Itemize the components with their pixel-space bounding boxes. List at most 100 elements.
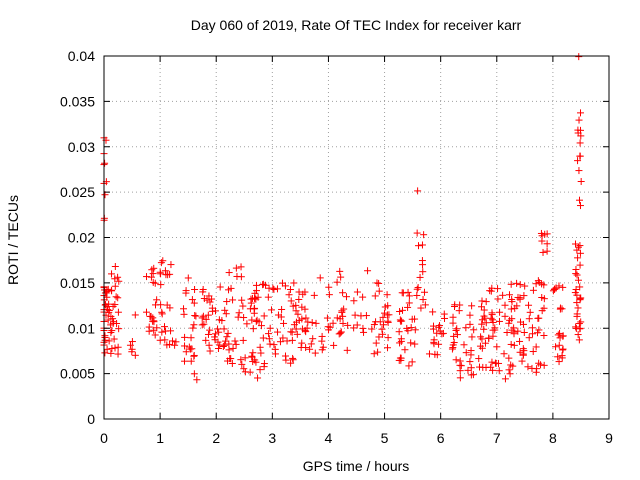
data-point (518, 357, 526, 365)
data-point (206, 347, 214, 355)
chart-title: Day 060 of 2019, Rate Of TEC Index for r… (191, 17, 522, 33)
data-point (115, 325, 123, 333)
data-point (414, 187, 422, 195)
data-point (495, 317, 503, 325)
data-point (108, 345, 116, 353)
data-point (467, 347, 475, 355)
data-point (307, 340, 315, 348)
data-point (540, 332, 548, 340)
data-point (184, 274, 192, 282)
data-point (398, 306, 406, 314)
data-point (510, 330, 518, 338)
data-point (469, 371, 477, 379)
data-point (513, 279, 521, 287)
data-point (292, 318, 300, 326)
data-point (105, 306, 113, 314)
data-point (234, 313, 242, 321)
data-point (306, 345, 314, 353)
data-point (516, 281, 524, 289)
data-point (576, 139, 584, 147)
data-point (509, 362, 517, 370)
data-point (169, 337, 177, 345)
data-point (260, 360, 268, 368)
data-point (543, 247, 551, 255)
data-point (238, 296, 246, 304)
data-point (453, 325, 461, 333)
data-point (298, 303, 306, 311)
data-point (500, 350, 508, 358)
data-point (429, 308, 437, 316)
data-point (265, 330, 273, 338)
data-point (192, 312, 200, 320)
data-point (501, 312, 509, 320)
data-point (408, 358, 416, 366)
data-point (491, 324, 499, 332)
data-point (538, 307, 546, 315)
data-point (510, 341, 518, 349)
data-point (232, 340, 240, 348)
data-point (223, 298, 231, 306)
data-point (287, 297, 295, 305)
data-point (111, 344, 119, 352)
data-point (480, 306, 488, 314)
data-point (506, 291, 514, 299)
data-point (421, 301, 429, 309)
data-point (101, 334, 109, 342)
data-point (540, 295, 548, 303)
data-point (101, 286, 109, 294)
data-point (282, 356, 290, 364)
data-point (493, 343, 501, 351)
data-point (240, 365, 248, 373)
data-point (126, 341, 134, 349)
data-point (339, 319, 347, 327)
data-point (413, 285, 421, 293)
data-point (308, 319, 316, 327)
data-point (114, 308, 122, 316)
data-point (487, 314, 495, 322)
data-point (298, 325, 306, 333)
data-point (470, 326, 478, 334)
data-point (450, 332, 458, 340)
x-tick-label: 3 (268, 430, 276, 446)
data-point (540, 281, 548, 289)
data-point (249, 349, 257, 357)
x-tick-labels: 0 1 2 3 4 5 6 7 8 9 (100, 430, 613, 446)
data-point (200, 295, 208, 303)
data-point (237, 356, 245, 364)
data-point (419, 268, 427, 276)
data-point (269, 284, 277, 292)
data-point (436, 322, 444, 330)
data-point (271, 345, 279, 353)
x-tick-label: 2 (212, 430, 220, 446)
data-point (239, 336, 247, 344)
data-point (420, 288, 428, 296)
data-point (290, 279, 298, 287)
data-point (337, 328, 345, 336)
data-point (232, 264, 240, 272)
data-point (157, 281, 165, 289)
data-point (575, 320, 583, 328)
x-tick-label: 1 (156, 430, 164, 446)
data-point (190, 321, 198, 329)
y-tick-label: 0.01 (68, 320, 95, 336)
data-point (344, 321, 352, 329)
data-point (309, 335, 317, 343)
data-point (211, 336, 219, 344)
data-point (576, 109, 584, 117)
data-point (249, 325, 257, 333)
data-point (520, 292, 528, 300)
data-point (429, 325, 437, 333)
data-point (292, 307, 300, 315)
data-point (370, 350, 378, 358)
data-point (222, 337, 230, 345)
data-point (440, 310, 448, 318)
data-point (153, 296, 161, 304)
data-point (519, 351, 527, 359)
data-point (574, 157, 582, 165)
data-points (100, 53, 585, 384)
data-point (239, 302, 247, 310)
y-tick-label: 0.025 (60, 184, 95, 200)
data-point (131, 311, 139, 319)
data-point (576, 324, 584, 332)
data-point (266, 340, 274, 348)
